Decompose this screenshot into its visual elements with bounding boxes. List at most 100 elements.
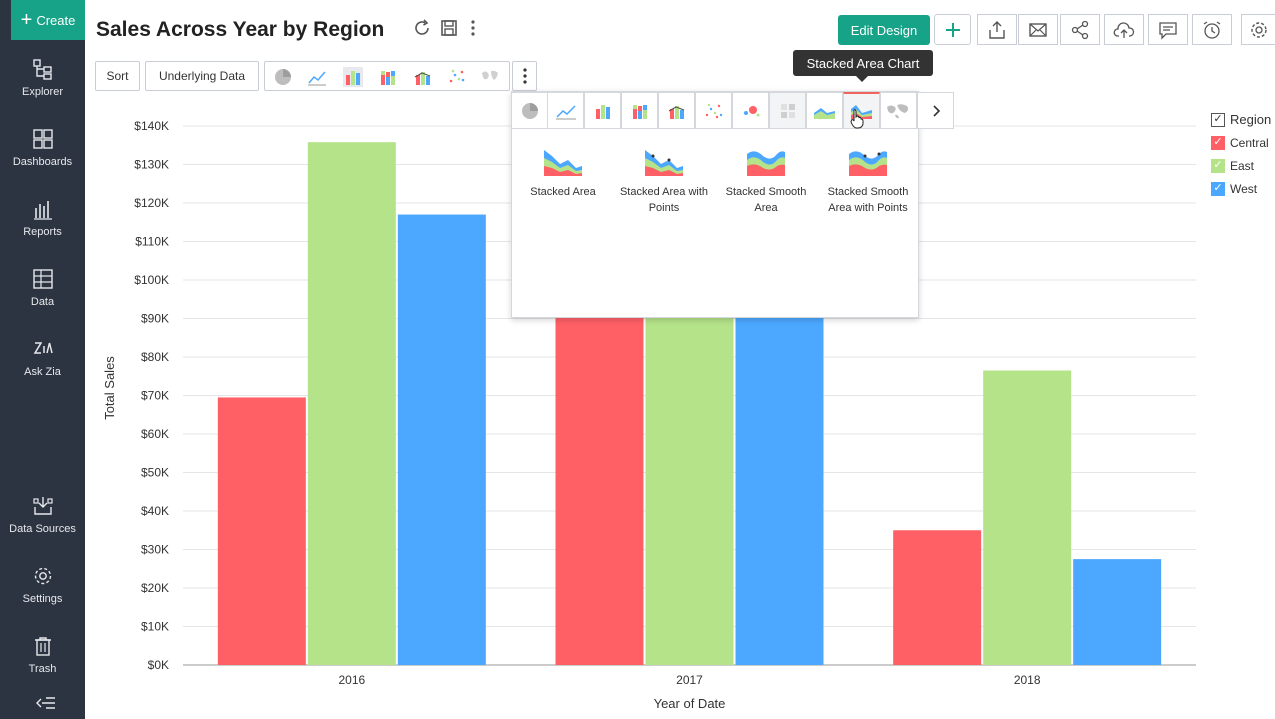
add-button[interactable] <box>934 14 971 45</box>
zia-icon <box>33 342 53 354</box>
trash-icon <box>34 637 51 656</box>
y-tick-label: $0K <box>148 658 169 672</box>
combo-chart-icon <box>668 105 684 119</box>
plus-icon: + <box>20 9 33 31</box>
subtype-label: Points <box>648 202 680 214</box>
email-button[interactable] <box>1018 14 1058 45</box>
pie-chart-icon[interactable] <box>273 67 293 87</box>
sidebar-item-data-sources[interactable]: Data Sources <box>0 495 85 555</box>
bar-chart-icon[interactable] <box>343 67 363 87</box>
y-tick-label: $130K <box>134 158 169 172</box>
popup-tab-heatmap[interactable] <box>769 92 806 129</box>
sidebar-item-label: Ask Zia <box>24 366 61 378</box>
legend-item-label: Central <box>1230 135 1269 150</box>
sidebar-item-ask-zia[interactable]: Ask Zia <box>0 338 85 398</box>
sidebar-item-label: Dashboards <box>12 156 73 168</box>
y-axis-title: Total Sales <box>102 356 117 420</box>
subtype-label: Stacked Area with <box>619 186 709 198</box>
chart-type-popup: Stacked Area Stacked Area with Points St… <box>511 91 954 318</box>
popup-tab-stacked-bar[interactable] <box>621 92 658 129</box>
share-button[interactable] <box>1060 14 1100 45</box>
scatter-chart-icon[interactable] <box>447 67 467 87</box>
chart-type-toolbar <box>264 61 510 91</box>
sidebar-item-label: Data Sources <box>9 523 76 535</box>
subtype-stacked-smooth-area[interactable]: Stacked Smooth Area <box>716 146 816 216</box>
create-label: Create <box>36 12 76 28</box>
stacked-bar-icon[interactable] <box>378 67 398 87</box>
chart-legend: ✓ Region ✓ Central ✓ East ✓ West <box>1211 108 1271 200</box>
legend-item-east[interactable]: ✓ East <box>1211 154 1271 177</box>
popup-next-button[interactable] <box>917 92 954 129</box>
sidebar-item-reports[interactable]: Reports <box>0 198 85 258</box>
comment-button[interactable] <box>1148 14 1188 45</box>
sidebar-item-label: Trash <box>28 663 57 675</box>
line-chart-icon <box>555 104 576 119</box>
create-button[interactable]: + Create <box>11 0 85 40</box>
world-map-icon <box>886 103 908 118</box>
sidebar-item-label: Explorer <box>22 86 63 98</box>
edit-design-button[interactable]: Edit Design <box>838 15 930 45</box>
bubble-chart-icon <box>743 105 759 116</box>
subtype-label: Stacked Smooth <box>725 186 807 198</box>
popup-tab-scatter[interactable] <box>695 92 732 129</box>
legend-item-central[interactable]: ✓ Central <box>1211 131 1271 154</box>
sidebar-item-dashboards[interactable]: Dashboards <box>0 128 85 188</box>
scatter-chart-icon <box>705 103 722 118</box>
sidebar-item-settings[interactable]: Settings <box>0 565 85 625</box>
alarm-clock-icon <box>1203 20 1221 39</box>
combo-chart-icon[interactable] <box>413 67 433 87</box>
area-chart-icon <box>813 107 835 119</box>
sidebar-item-data[interactable]: Data <box>0 268 85 328</box>
collapse-sidebar-icon[interactable] <box>36 696 56 710</box>
sidebar-item-trash[interactable]: Trash <box>0 635 85 695</box>
schedule-button[interactable] <box>1192 14 1232 45</box>
y-tick-label: $110K <box>135 235 169 249</box>
settings-button[interactable] <box>1241 14 1275 45</box>
y-tick-label: $100K <box>134 273 169 287</box>
more-chart-types-button[interactable] <box>512 61 537 91</box>
subtype-stacked-area-points[interactable]: Stacked Area with Points <box>614 146 714 216</box>
bar-east-2016 <box>307 142 396 666</box>
hand-cursor-icon <box>850 109 864 129</box>
y-tick-label: $40K <box>141 504 169 518</box>
popup-tab-pie[interactable] <box>511 92 548 129</box>
subtype-label: Stacked Smooth <box>827 186 909 198</box>
legend-item-west[interactable]: ✓ West <box>1211 177 1271 200</box>
chevron-right-icon <box>932 104 940 117</box>
stacked-area-icon <box>544 150 582 176</box>
popup-tab-combo[interactable] <box>658 92 695 129</box>
stacked-smooth-area-icon <box>747 151 785 176</box>
line-chart-icon[interactable] <box>307 67 327 87</box>
subtype-stacked-smooth-area-points[interactable]: Stacked Smooth Area with Points <box>818 146 918 216</box>
y-tick-label: $90K <box>141 312 169 326</box>
publish-button[interactable] <box>1104 14 1144 45</box>
subtype-label: Area <box>754 202 778 214</box>
sidebar: + Create Explorer Dashboards Reports Dat… <box>0 0 85 719</box>
underlying-data-button[interactable]: Underlying Data <box>145 61 259 91</box>
subtype-label: Area with Points <box>828 202 908 214</box>
legend-title[interactable]: ✓ Region <box>1211 108 1271 131</box>
popup-tab-line[interactable] <box>547 92 584 129</box>
popup-tab-area[interactable] <box>806 92 843 129</box>
tooltip-arrow <box>856 76 868 82</box>
pie-chart-icon <box>521 102 538 119</box>
popup-tab-bubble[interactable] <box>732 92 769 129</box>
comment-icon <box>1159 21 1177 40</box>
popup-tab-bar[interactable] <box>584 92 621 129</box>
x-tick-label: 2016 <box>338 673 365 687</box>
bar-central-2018 <box>893 530 982 665</box>
map-chart-icon[interactable] <box>480 67 500 87</box>
popup-tab-geo-map[interactable] <box>880 92 917 129</box>
export-button[interactable] <box>977 14 1017 45</box>
more-options-icon[interactable] <box>464 18 482 38</box>
refresh-icon[interactable] <box>413 18 431 38</box>
email-icon <box>1029 22 1047 37</box>
stacked-smooth-area-points-icon <box>849 151 887 176</box>
sort-button[interactable]: Sort <box>95 61 140 91</box>
gear-icon <box>1250 21 1267 38</box>
subtype-stacked-area[interactable]: Stacked Area <box>513 146 613 200</box>
save-icon[interactable] <box>440 18 458 38</box>
sidebar-item-label: Settings <box>22 593 63 605</box>
sidebar-item-explorer[interactable]: Explorer <box>0 58 85 118</box>
